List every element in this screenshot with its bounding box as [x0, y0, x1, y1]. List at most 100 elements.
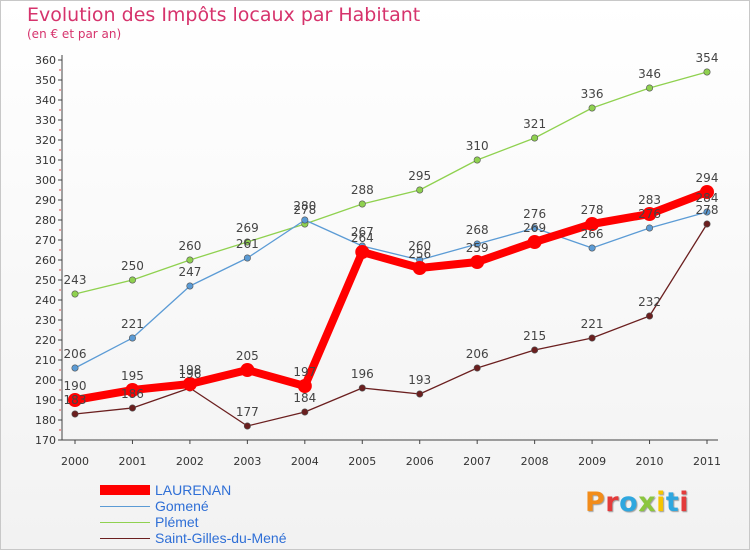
data-label: 264 [351, 231, 374, 245]
data-point [71, 364, 79, 372]
y-tick-label: 270 [35, 234, 56, 247]
data-label: 336 [581, 87, 604, 101]
x-tick-label: 2006 [406, 455, 434, 468]
data-label: 193 [408, 373, 431, 387]
data-point [186, 256, 194, 264]
data-point [416, 390, 424, 398]
data-label: 205 [236, 349, 259, 363]
data-point [531, 346, 539, 354]
data-point [68, 393, 82, 407]
logo-letter: i [656, 487, 666, 518]
data-label: 278 [696, 203, 719, 217]
data-label: 197 [293, 365, 316, 379]
data-label: 278 [293, 203, 316, 217]
series-line-0 [71, 188, 711, 404]
data-point [470, 255, 485, 269]
legend-swatch-laurenan [100, 485, 150, 495]
data-label: 280 [293, 199, 316, 213]
data-point [473, 240, 481, 248]
y-tick-label: 340 [35, 94, 56, 107]
data-point [588, 334, 596, 342]
y-tick-label: 310 [35, 154, 56, 167]
data-label: 269 [236, 221, 259, 235]
data-label: 247 [178, 265, 201, 279]
data-point [703, 68, 711, 76]
y-tick-label: 330 [35, 114, 56, 127]
data-label: 256 [408, 247, 431, 261]
x-tick-label: 2011 [693, 455, 721, 468]
logo-letter: t [665, 487, 680, 518]
data-label: 215 [523, 329, 546, 343]
data-point [588, 104, 596, 112]
data-label: 221 [121, 317, 144, 331]
data-label: 284 [696, 191, 719, 205]
x-tick-label: 2004 [291, 455, 319, 468]
data-point [71, 290, 79, 298]
data-label: 183 [64, 393, 87, 407]
logo-letter: r [605, 487, 620, 518]
y-tick-label: 250 [35, 274, 56, 287]
legend-swatch-gomene [100, 506, 150, 507]
data-point [71, 410, 79, 418]
data-label: 243 [64, 273, 87, 287]
data-point [416, 186, 424, 194]
data-point [473, 156, 481, 164]
x-tick-label: 2009 [578, 455, 606, 468]
logo-letter: o [619, 487, 639, 518]
data-point [646, 84, 654, 92]
data-label: 260 [178, 239, 201, 253]
data-point [700, 185, 714, 199]
chart-subtitle: (en € et par an) [27, 27, 122, 41]
data-point [128, 276, 136, 284]
logo-letter: P [585, 487, 606, 518]
legend-label-gomene: Gomené [155, 498, 209, 514]
y-tick-label: 360 [35, 54, 56, 67]
y-tick-label: 190 [35, 394, 56, 407]
series-line-1 [74, 211, 708, 369]
chart-title: Evolution des Impôts locaux par Habitant [27, 4, 421, 26]
y-tick-label: 200 [35, 374, 56, 387]
data-point [473, 364, 481, 372]
legend-label-plemet: Plémet [155, 514, 199, 530]
data-label: 267 [351, 225, 374, 239]
y-tick-label: 170 [35, 434, 56, 447]
data-point [243, 238, 251, 246]
data-label: 288 [351, 183, 374, 197]
y-tick-label: 350 [35, 74, 56, 87]
data-label: 260 [408, 239, 431, 253]
data-label: 354 [696, 51, 719, 65]
data-label: 198 [178, 363, 201, 377]
x-tick-label: 2002 [176, 455, 204, 468]
x-tick-label: 2010 [636, 455, 664, 468]
x-tick-label: 2005 [348, 455, 376, 468]
data-label: 250 [121, 259, 144, 273]
data-point [358, 384, 366, 392]
data-point [358, 200, 366, 208]
y-tick-label: 220 [35, 334, 56, 347]
data-point [301, 216, 309, 224]
series-line-2 [74, 71, 708, 295]
data-point [703, 208, 711, 216]
data-point [301, 408, 309, 416]
x-tick-label: 2000 [61, 455, 89, 468]
data-label: 206 [466, 347, 489, 361]
data-point [412, 261, 427, 275]
y-tick-label: 260 [35, 254, 56, 267]
data-point [240, 363, 255, 377]
data-point [646, 224, 654, 232]
legend-swatch-plemet [100, 522, 150, 523]
data-point [128, 334, 136, 342]
y-tick-label: 280 [35, 214, 56, 227]
logo-letter: i [679, 487, 690, 518]
data-label: 206 [64, 347, 87, 361]
data-label: 177 [236, 405, 259, 419]
data-point [186, 282, 194, 290]
data-point [243, 254, 251, 262]
data-point [355, 245, 370, 259]
series-line-3 [74, 223, 708, 427]
data-label: 321 [523, 117, 546, 131]
data-label: 278 [581, 203, 604, 217]
data-label: 276 [638, 207, 661, 221]
logo-letter: x [638, 487, 657, 518]
